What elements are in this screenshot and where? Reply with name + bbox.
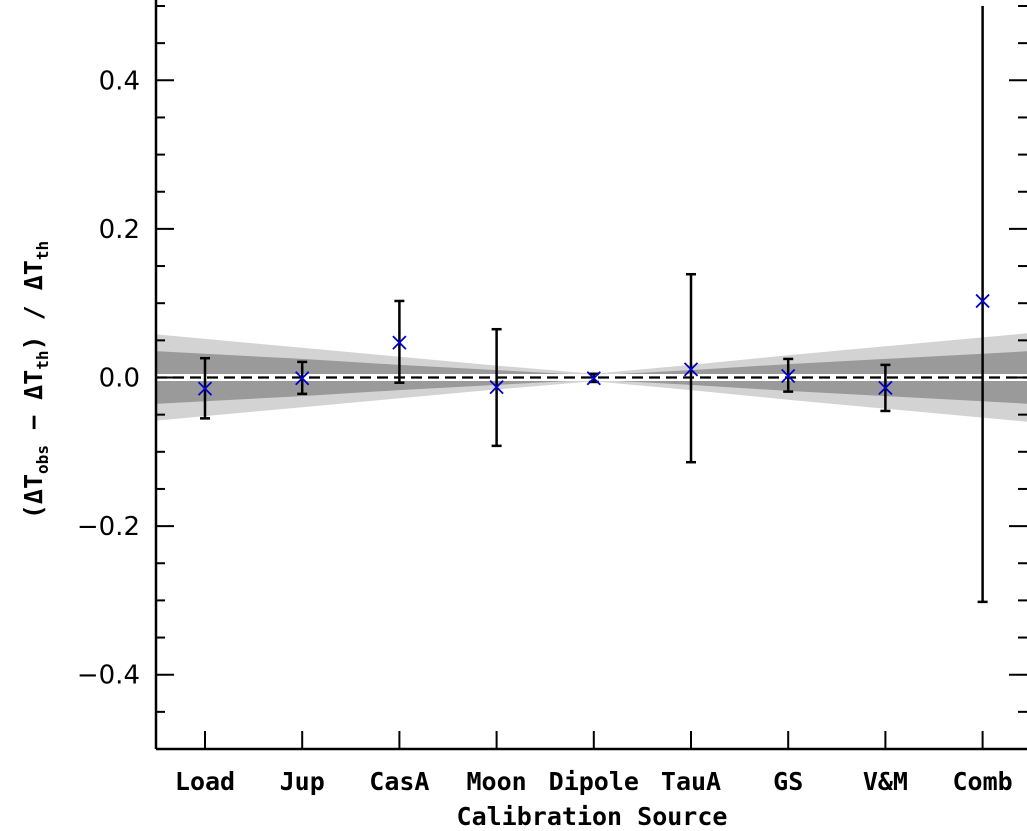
x-tick-label: V&M [863, 767, 908, 796]
data-point [878, 380, 893, 396]
y-tick-label: 0.2 [99, 215, 140, 245]
x-tick-label: Dipole [549, 767, 639, 796]
data-point-stroke-b [586, 371, 601, 386]
data-point-stroke-b [878, 380, 893, 396]
data-point-stroke-b [781, 368, 796, 384]
data-markers [197, 293, 990, 396]
data-point-stroke-b [197, 381, 213, 396]
data-point [392, 335, 407, 350]
y-ticks: −0.4 −0.2 0.0 0.2 0.4 [77, 5, 1027, 750]
y-axis-title: (ΔTobs − ΔTth) / ΔTth [19, 241, 52, 519]
x-tick-label: TauA [661, 767, 721, 796]
data-point-stroke-b [975, 293, 990, 309]
y-tick-label: 0.0 [99, 364, 140, 394]
x-tick-label: Comb [952, 767, 1012, 796]
x-tick-label: CasA [369, 767, 429, 796]
data-point [295, 371, 310, 386]
data-point [781, 368, 796, 384]
x-axis-title: Calibration Source [457, 802, 728, 831]
data-point [975, 293, 990, 309]
data-point-stroke-b [489, 380, 504, 395]
plot-frame [154, 0, 1027, 751]
x-tick-label: Moon [466, 767, 526, 796]
data-point [489, 380, 504, 395]
data-point-stroke-b [392, 335, 407, 350]
error-bars [200, 6, 988, 604]
y-tick-label: −0.2 [77, 512, 140, 542]
data-point-stroke-b [683, 362, 699, 377]
data-point [197, 381, 213, 396]
x-tick-label: Load [175, 767, 235, 796]
data-point-stroke-b [295, 371, 310, 386]
y-tick-label: 0.4 [99, 66, 140, 96]
data-point [683, 362, 699, 377]
x-ticks: Load Jup CasA Moon Dipole TauA GS V&M Comb [175, 731, 1013, 796]
x-tick-label: Jup [280, 767, 325, 796]
x-tick-label: GS [773, 767, 803, 796]
y-tick-label: −0.4 [77, 661, 140, 691]
data-point [586, 371, 601, 386]
